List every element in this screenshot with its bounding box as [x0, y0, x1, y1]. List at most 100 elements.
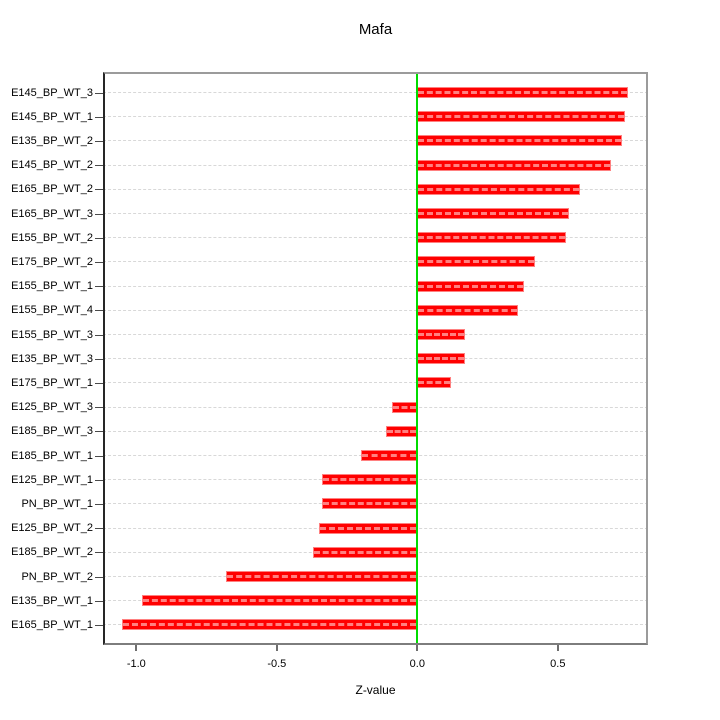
y-axis-tick [95, 576, 103, 578]
bar [417, 111, 626, 123]
x-axis-tick [275, 645, 278, 651]
bar [321, 474, 418, 486]
bar-dash-pattern [123, 623, 417, 627]
y-axis-label: E185_BP_WT_3 [11, 425, 93, 438]
row-gridline [103, 382, 648, 384]
row-gridline [103, 285, 648, 287]
zero-reference-line [416, 72, 419, 645]
bar-dash-pattern [418, 381, 451, 385]
y-axis-label: E165_BP_WT_1 [11, 618, 93, 631]
y-axis-tick [95, 165, 103, 167]
y-axis-label: E135_BP_WT_1 [11, 594, 93, 607]
y-axis-label: E155_BP_WT_1 [11, 280, 93, 293]
y-axis-label: E145_BP_WT_2 [11, 159, 93, 172]
y-axis-tick [95, 189, 103, 191]
bar [313, 546, 418, 558]
bar [417, 208, 570, 219]
bar-dash-pattern [322, 478, 417, 482]
bar [417, 87, 629, 98]
x-axis-title: Z-value [355, 683, 396, 697]
y-axis-label: E165_BP_WT_3 [11, 207, 93, 220]
bar [321, 498, 418, 510]
row-gridline [103, 261, 648, 263]
row-gridline [103, 92, 648, 93]
bar-dash-pattern [418, 212, 569, 215]
y-axis-label: E155_BP_WT_4 [11, 304, 93, 317]
y-axis-tick [95, 140, 103, 142]
x-axis-tick-label: -0.5 [267, 658, 287, 670]
row-gridline [103, 309, 648, 311]
x-axis-tick-label: 0.0 [409, 658, 425, 670]
row-gridline [103, 116, 648, 118]
y-axis-label: E175_BP_WT_2 [11, 255, 93, 268]
y-axis-tick [95, 624, 103, 626]
x-axis-tick [416, 645, 419, 651]
bar [417, 280, 525, 292]
y-axis-label: E145_BP_WT_1 [11, 110, 93, 123]
bar [417, 135, 623, 147]
bar-dash-pattern [418, 91, 628, 94]
bar-dash-pattern [418, 260, 535, 264]
bar-dash-pattern [227, 575, 417, 578]
bar-dash-pattern [387, 429, 417, 433]
y-axis-label: E135_BP_WT_3 [11, 352, 93, 365]
bar [417, 183, 581, 195]
y-axis-label: E175_BP_WT_1 [11, 376, 93, 389]
y-axis-tick [95, 116, 103, 118]
bar-dash-pattern [418, 236, 566, 240]
y-axis-tick [95, 382, 103, 384]
y-axis-label: E185_BP_WT_2 [11, 546, 93, 559]
y-axis-label: E145_BP_WT_3 [11, 86, 93, 99]
y-axis-tick [95, 237, 103, 239]
bar-dash-pattern [418, 115, 625, 119]
y-axis-tick [95, 358, 103, 360]
bar-dash-pattern [418, 163, 611, 167]
x-axis-tick-label: -1.0 [126, 658, 146, 670]
bar [226, 571, 418, 582]
bar-dash-pattern [393, 405, 417, 409]
bar [417, 232, 567, 244]
bar-dash-pattern [418, 333, 465, 336]
y-axis-label: E125_BP_WT_3 [11, 401, 93, 414]
row-gridline [103, 406, 648, 408]
row-gridline [103, 213, 648, 214]
x-axis-tick [556, 645, 559, 651]
y-axis-label: PN_BP_WT_2 [21, 570, 93, 583]
bar-dash-pattern [418, 308, 518, 312]
y-axis-label: E165_BP_WT_2 [11, 183, 93, 196]
y-axis-label: E125_BP_WT_2 [11, 522, 93, 535]
chart-title: Mafa [358, 21, 393, 38]
bar-dash-pattern [319, 526, 417, 530]
y-axis-tick [95, 503, 103, 505]
y-axis-tick [95, 92, 103, 94]
y-axis-label: E185_BP_WT_1 [11, 449, 93, 462]
x-axis-tick-label: 0.5 [550, 658, 566, 670]
bar [318, 522, 418, 534]
y-axis-tick [95, 261, 103, 263]
y-axis-label: E125_BP_WT_1 [11, 473, 93, 486]
bar [141, 595, 418, 607]
y-axis-tick [95, 310, 103, 312]
y-axis-tick [95, 552, 103, 554]
y-axis-tick [95, 286, 103, 288]
bar [392, 401, 418, 413]
y-axis-tick [95, 455, 103, 457]
bar-dash-pattern [314, 550, 417, 554]
y-axis-tick [95, 600, 103, 602]
row-gridline [103, 334, 648, 335]
bar [386, 425, 418, 437]
bar-dash-pattern [418, 357, 465, 361]
x-axis-tick [135, 645, 138, 651]
y-axis-label: E155_BP_WT_3 [11, 328, 93, 341]
row-gridline [103, 237, 648, 239]
y-axis-label: E135_BP_WT_2 [11, 134, 93, 147]
bar [417, 304, 519, 316]
bar [361, 450, 418, 461]
y-axis-label: PN_BP_WT_1 [21, 497, 93, 510]
bar [417, 329, 466, 340]
bar [417, 353, 466, 365]
y-axis-tick [95, 407, 103, 409]
row-gridline [103, 164, 648, 166]
bar-dash-pattern [362, 454, 417, 457]
bar [417, 159, 612, 171]
